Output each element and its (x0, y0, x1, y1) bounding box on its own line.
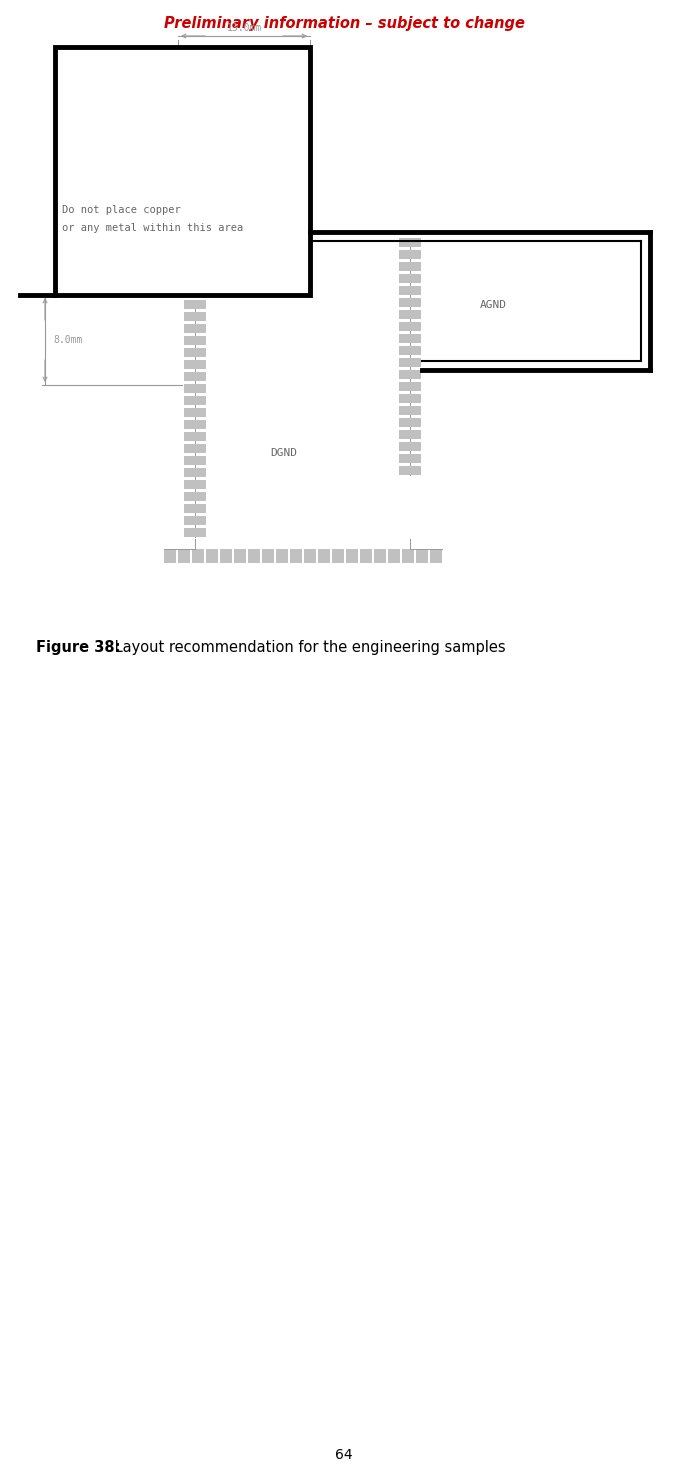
Bar (184, 420, 206, 429)
Bar (184, 408, 206, 417)
Bar (184, 504, 206, 513)
Bar (184, 300, 206, 309)
Bar (399, 250, 421, 259)
Text: 8.0mm: 8.0mm (53, 336, 83, 345)
Text: 64: 64 (335, 1448, 353, 1463)
Bar (402, 549, 413, 563)
Bar (399, 430, 421, 439)
Bar (317, 549, 330, 563)
Bar (399, 419, 421, 427)
Bar (275, 549, 288, 563)
Bar (219, 549, 231, 563)
Bar (290, 549, 301, 563)
Bar (184, 348, 206, 356)
Bar (206, 549, 217, 563)
Bar (399, 393, 421, 402)
Bar (248, 549, 259, 563)
Bar (184, 373, 206, 382)
Bar (399, 358, 421, 367)
Text: or any metal within this area: or any metal within this area (62, 223, 244, 234)
Bar (184, 467, 206, 478)
Bar (399, 466, 421, 475)
Bar (184, 456, 206, 464)
Bar (360, 549, 372, 563)
Text: 13.0mm: 13.0mm (226, 24, 261, 33)
Bar (55, 47, 310, 294)
Bar (374, 549, 385, 563)
Text: DGND: DGND (270, 448, 297, 458)
Bar (303, 549, 316, 563)
Bar (184, 432, 206, 441)
Text: Preliminary information – subject to change: Preliminary information – subject to cha… (164, 16, 524, 31)
Bar (399, 334, 421, 343)
Text: AGND: AGND (480, 300, 507, 311)
Bar (184, 493, 206, 501)
Bar (184, 312, 206, 321)
Bar (332, 549, 343, 563)
Bar (399, 274, 421, 282)
Text: Layout recommendation for the engineering samples: Layout recommendation for the engineerin… (110, 640, 506, 655)
Bar (191, 549, 204, 563)
Bar (399, 407, 421, 416)
Bar (387, 549, 400, 563)
Bar (164, 549, 175, 563)
Bar (399, 322, 421, 331)
Bar (399, 382, 421, 390)
Bar (184, 516, 206, 525)
Bar (261, 549, 274, 563)
Bar (345, 549, 358, 563)
Text: Do not place copper: Do not place copper (62, 206, 181, 214)
Bar (184, 324, 206, 333)
Bar (399, 262, 421, 271)
Bar (233, 549, 246, 563)
Bar (399, 285, 421, 294)
Bar (399, 370, 421, 379)
Bar (184, 528, 206, 537)
Bar (184, 359, 206, 368)
Bar (184, 385, 206, 393)
Bar (429, 549, 442, 563)
Bar (184, 336, 206, 345)
Bar (178, 549, 189, 563)
Bar (399, 442, 421, 451)
Bar (184, 396, 206, 405)
Bar (184, 481, 206, 490)
Bar (399, 454, 421, 463)
Bar (184, 444, 206, 453)
Bar (399, 238, 421, 247)
Text: Figure 38:: Figure 38: (36, 640, 120, 655)
Bar (399, 311, 421, 319)
Bar (399, 297, 421, 308)
Bar (416, 549, 427, 563)
Bar (399, 346, 421, 355)
